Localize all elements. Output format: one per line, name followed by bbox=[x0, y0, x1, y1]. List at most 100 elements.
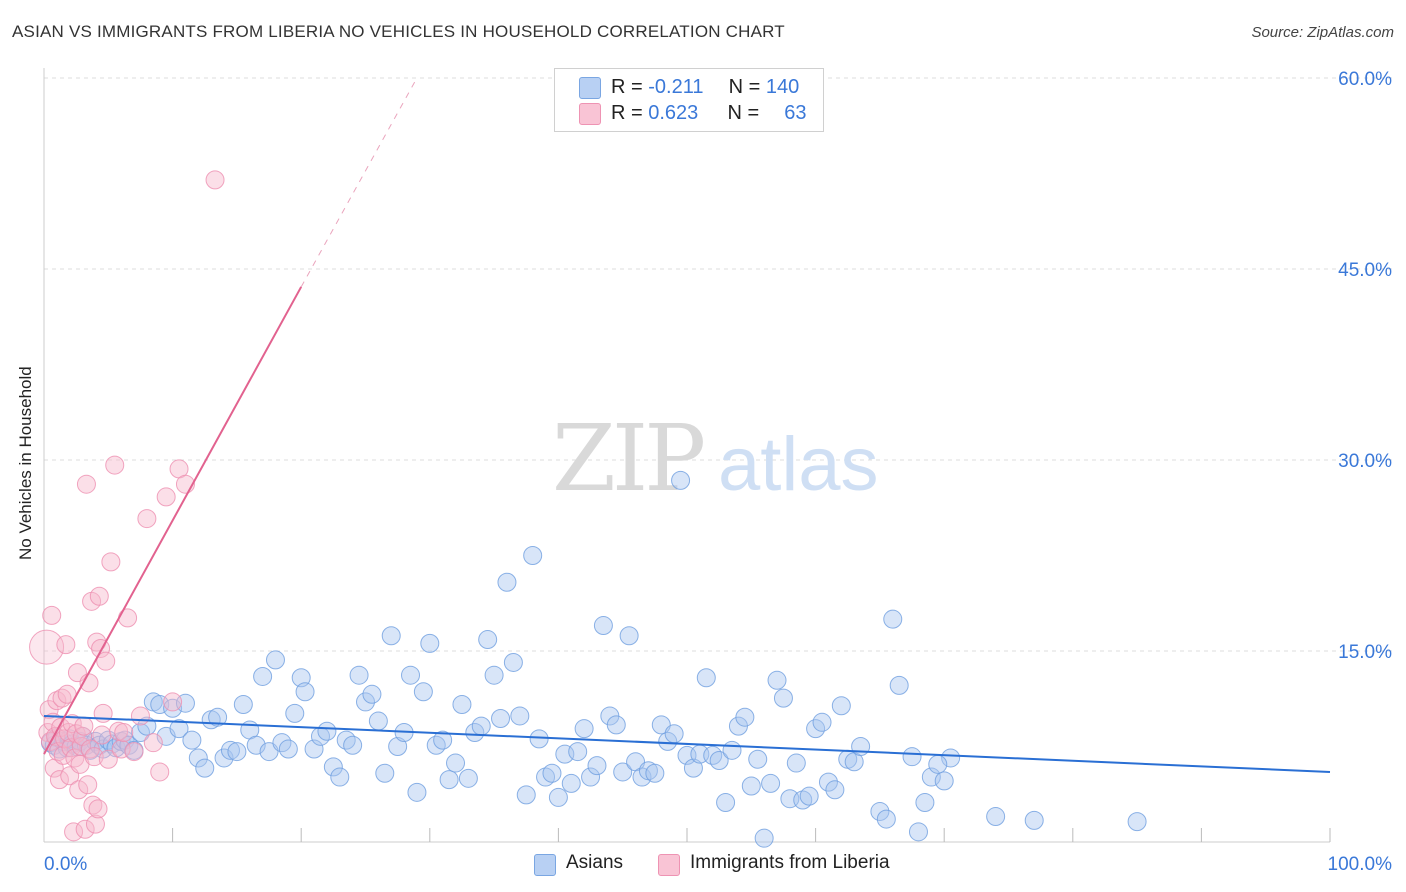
asian-point bbox=[285, 703, 305, 723]
liberia-point bbox=[53, 745, 73, 765]
liberia-point bbox=[85, 814, 105, 834]
asian-point bbox=[523, 546, 543, 565]
asian-point bbox=[188, 748, 208, 768]
asian-point bbox=[253, 666, 273, 686]
asian-point bbox=[581, 767, 601, 787]
asian-point bbox=[548, 787, 568, 807]
chart-title: ASIAN VS IMMIGRANTS FROM LIBERIA NO VEHI… bbox=[12, 22, 785, 41]
asian-point bbox=[561, 773, 581, 793]
asian-point bbox=[986, 807, 1006, 827]
asian-point bbox=[606, 715, 626, 735]
liberia-point bbox=[105, 455, 125, 475]
bottom-legend-swatch-liberia bbox=[658, 854, 680, 876]
asian-point bbox=[491, 708, 511, 728]
asian-point bbox=[619, 626, 639, 646]
asian-point bbox=[754, 828, 774, 848]
asian-point bbox=[928, 754, 948, 774]
y-axis-label: No Vehicles in Household bbox=[16, 366, 35, 560]
asian-point bbox=[767, 670, 787, 690]
legend-swatch-asians bbox=[579, 77, 601, 99]
grid-lines bbox=[44, 77, 1392, 652]
legend-n-label-asians: N = bbox=[728, 76, 761, 98]
asian-point bbox=[343, 735, 363, 755]
source-label: Source: ZipAtlas.com bbox=[1251, 24, 1394, 41]
asian-point bbox=[883, 609, 903, 629]
watermark-atlas: atlas bbox=[718, 422, 879, 507]
asian-point bbox=[613, 762, 633, 782]
bottom-legend-swatch-asians bbox=[534, 854, 556, 876]
liberia-point bbox=[52, 688, 72, 708]
asian-point bbox=[497, 572, 517, 592]
legend-r-label-liberia: R = bbox=[611, 102, 643, 124]
x-axis-ticks bbox=[43, 828, 1331, 843]
liberia-trend-extension bbox=[300, 77, 418, 288]
legend-n-value-liberia: 63 bbox=[784, 102, 807, 124]
liberia-point bbox=[96, 651, 116, 671]
liberia-point bbox=[69, 780, 89, 800]
liberia-point bbox=[118, 608, 138, 628]
legend-swatch-liberia bbox=[579, 103, 601, 125]
asian-point bbox=[722, 740, 742, 760]
asian-point bbox=[336, 730, 356, 750]
asian-point bbox=[388, 737, 408, 756]
liberia-point bbox=[74, 716, 94, 736]
asian-point bbox=[645, 763, 665, 783]
asian-point bbox=[233, 694, 253, 714]
asian-point bbox=[735, 707, 755, 727]
asian-point bbox=[458, 768, 478, 788]
asian-point bbox=[799, 786, 819, 806]
asian-point bbox=[446, 753, 466, 773]
asian-point bbox=[291, 668, 311, 688]
legend-n-value-asians: 140 bbox=[765, 76, 800, 98]
asian-point bbox=[478, 630, 498, 650]
asian-point bbox=[671, 470, 691, 490]
asian-point bbox=[407, 782, 427, 802]
asian-point bbox=[818, 772, 838, 792]
asian-point bbox=[227, 742, 247, 762]
asian-point bbox=[278, 739, 298, 759]
asian-point bbox=[510, 706, 530, 726]
asian-point bbox=[471, 716, 491, 736]
asian-point bbox=[876, 809, 896, 829]
asian-point bbox=[420, 633, 440, 653]
asian-point bbox=[709, 751, 729, 771]
asian-point bbox=[529, 729, 549, 749]
asian-point bbox=[761, 773, 781, 793]
y-tick-label-15: 15.0% bbox=[1338, 642, 1392, 663]
liberia-point bbox=[76, 474, 96, 494]
asian-point bbox=[137, 716, 157, 736]
asian-point bbox=[587, 756, 607, 776]
liberia-point bbox=[92, 725, 112, 745]
liberia-point bbox=[124, 742, 144, 762]
asian-point bbox=[484, 665, 504, 685]
asian-point bbox=[433, 730, 453, 750]
x-tick-label-min: 0.0% bbox=[44, 854, 87, 875]
liberia-point bbox=[29, 629, 65, 665]
asian-point bbox=[503, 652, 523, 672]
liberia-point bbox=[62, 714, 82, 734]
asian-point bbox=[330, 767, 350, 787]
asian-point bbox=[703, 745, 723, 765]
asian-point bbox=[568, 742, 588, 762]
legend-r-label-asians: R = bbox=[611, 76, 643, 98]
asian-point bbox=[349, 665, 369, 685]
liberia-point bbox=[56, 635, 76, 655]
liberia-point bbox=[47, 691, 67, 711]
asian-point bbox=[902, 747, 922, 767]
asian-point bbox=[664, 724, 684, 744]
asian-point bbox=[317, 721, 337, 741]
liberia-point bbox=[88, 799, 108, 819]
asian-point bbox=[1024, 810, 1044, 830]
asian-point bbox=[658, 731, 678, 751]
liberia-point bbox=[83, 795, 103, 815]
liberia-point bbox=[89, 586, 109, 606]
legend-n-label-liberia: N = bbox=[727, 102, 760, 124]
watermark-zip: ZIP bbox=[552, 405, 703, 512]
asian-point bbox=[748, 749, 768, 769]
asian-point bbox=[934, 771, 954, 791]
liberia-point bbox=[143, 733, 163, 753]
asian-point bbox=[220, 740, 240, 760]
liberia-point bbox=[48, 742, 68, 762]
liberia-point bbox=[137, 509, 157, 529]
asian-point bbox=[812, 712, 832, 732]
